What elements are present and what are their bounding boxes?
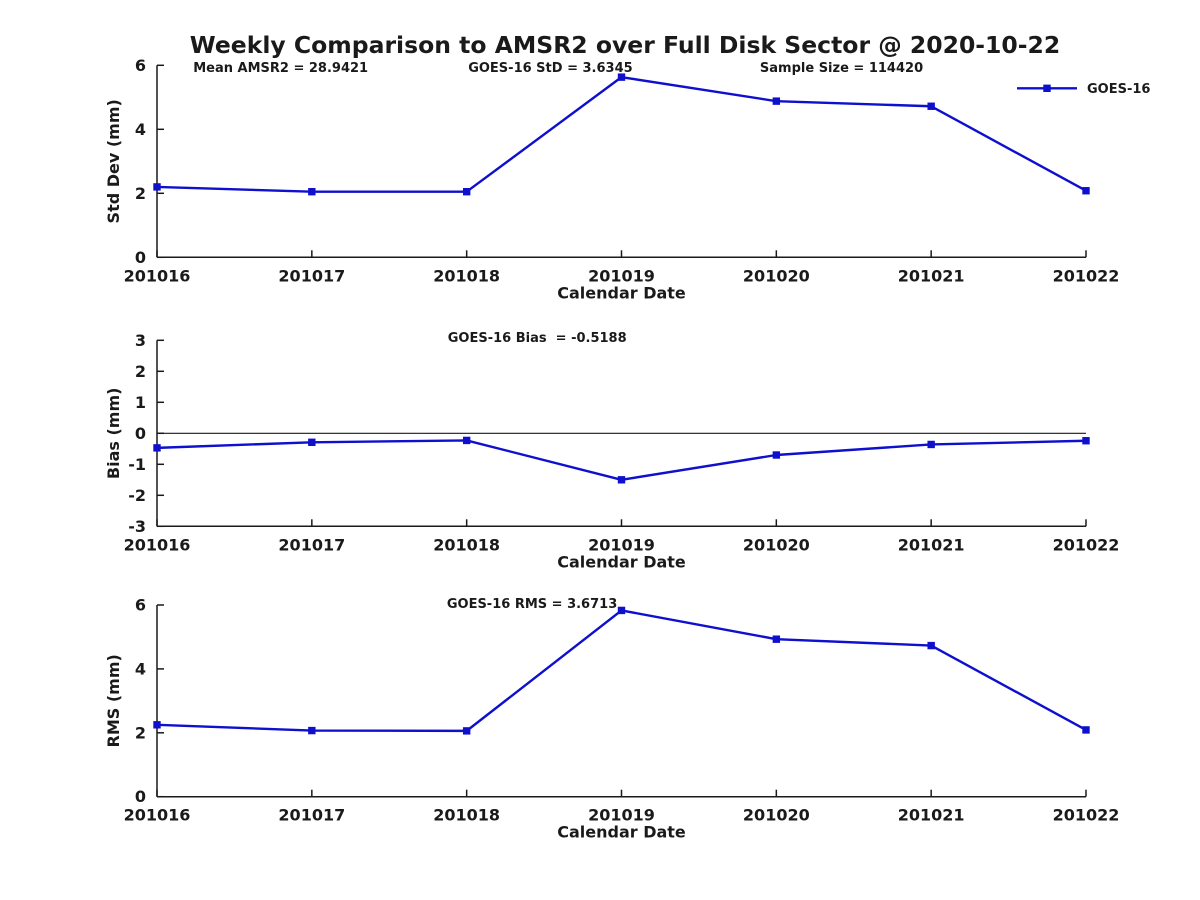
x-tick-label: 201020 — [743, 266, 810, 285]
y-axis-title: Bias (mm) — [104, 388, 123, 480]
data-marker — [153, 183, 161, 191]
data-marker — [153, 721, 161, 729]
x-tick-label: 201019 — [588, 266, 655, 285]
y-tick-label: 0 — [135, 787, 146, 806]
panel-annotation: GOES-16 RMS = 3.6713 — [447, 597, 617, 612]
data-marker — [1082, 726, 1090, 734]
y-tick-label: -1 — [128, 455, 146, 474]
x-tick-label: 201017 — [278, 266, 345, 285]
x-axis-title: Calendar Date — [557, 283, 686, 302]
data-marker — [462, 188, 471, 196]
x-tick-label: 201016 — [124, 806, 191, 825]
data-marker — [617, 73, 626, 81]
panel-annotation: Sample Size = 114420 — [760, 61, 923, 76]
data-marker — [308, 726, 316, 735]
y-tick-label: -2 — [128, 486, 146, 505]
x-tick-label: 201019 — [588, 806, 655, 825]
x-tick-label: 201022 — [1053, 806, 1120, 825]
data-marker — [308, 438, 316, 446]
y-tick-label: -3 — [128, 517, 146, 536]
y-axis-title: RMS (mm) — [104, 654, 123, 747]
data-marker — [617, 606, 626, 615]
data-line-goes-16 — [156, 439, 1087, 481]
x-tick-label: 201018 — [433, 806, 500, 825]
x-tick-label: 201020 — [743, 806, 810, 825]
data-line-goes-16 — [156, 75, 1087, 193]
legend-marker-sample — [1043, 84, 1051, 92]
y-tick-label: 4 — [135, 659, 146, 678]
y-tick-label: 4 — [135, 120, 146, 139]
rms-panel: 0 2 4 6 201016 201017 201018 201019 201020 201021… — [104, 596, 1119, 842]
y-tick-label: 0 — [135, 424, 146, 443]
data-marker — [308, 188, 316, 196]
y-tick-label: 3 — [135, 331, 146, 350]
bias-panel: -3 -2 -1 0 1 2 3 201016 201017 201018 201019 201020… — [104, 331, 1119, 572]
data-marker — [772, 97, 781, 105]
panel-annotation: Mean AMSR2 = 28.9421 — [193, 61, 368, 76]
x-tick-label: 201021 — [898, 535, 965, 554]
x-tick-label: 201022 — [1053, 535, 1120, 554]
y-tick-label: 6 — [135, 596, 146, 615]
x-tick-label: 201018 — [433, 535, 500, 554]
x-axis-title: Calendar Date — [557, 552, 686, 571]
data-marker — [927, 440, 935, 449]
data-marker — [617, 476, 626, 484]
x-tick-label: 201022 — [1053, 266, 1120, 285]
x-tick-label: 201017 — [278, 806, 345, 825]
x-tick-label: 201017 — [278, 535, 345, 554]
panel-annotation: GOES-16 Bias = -0.5188 — [448, 331, 627, 346]
std-dev-panel: 0 2 4 6 201016 201017 201018 201019 201020 201021… — [104, 56, 1150, 302]
x-tick-label: 201019 — [588, 535, 655, 554]
figure-title: Weekly Comparison to AMSR2 over Full Dis… — [190, 31, 1060, 59]
data-line-goes-16 — [156, 609, 1087, 733]
legend: GOES-16 — [1017, 82, 1150, 97]
x-tick-label: 201021 — [898, 266, 965, 285]
x-tick-label: 201021 — [898, 806, 965, 825]
x-axis-title: Calendar Date — [557, 823, 686, 842]
x-tick-label: 201018 — [433, 266, 500, 285]
x-tick-label: 201016 — [124, 535, 191, 554]
data-marker — [1082, 437, 1090, 445]
data-marker — [927, 102, 935, 110]
data-marker — [772, 451, 781, 459]
data-marker — [462, 436, 471, 445]
data-marker — [1082, 187, 1090, 195]
data-marker — [772, 635, 781, 643]
y-tick-label: 1 — [135, 393, 146, 412]
y-tick-label: 0 — [135, 248, 146, 267]
y-tick-label: 2 — [135, 184, 146, 203]
y-axis-title: Std Dev (mm) — [104, 99, 123, 223]
legend-label: GOES-16 — [1087, 82, 1150, 97]
data-marker — [927, 641, 935, 650]
y-tick-label: 2 — [135, 362, 146, 381]
y-tick-label: 2 — [135, 723, 146, 742]
y-tick-label: 6 — [135, 56, 146, 75]
data-marker — [462, 727, 471, 735]
panel-annotation: GOES-16 StD = 3.6345 — [468, 61, 632, 76]
x-tick-label: 201020 — [743, 535, 810, 554]
data-marker — [153, 444, 161, 452]
x-tick-label: 201016 — [124, 266, 191, 285]
